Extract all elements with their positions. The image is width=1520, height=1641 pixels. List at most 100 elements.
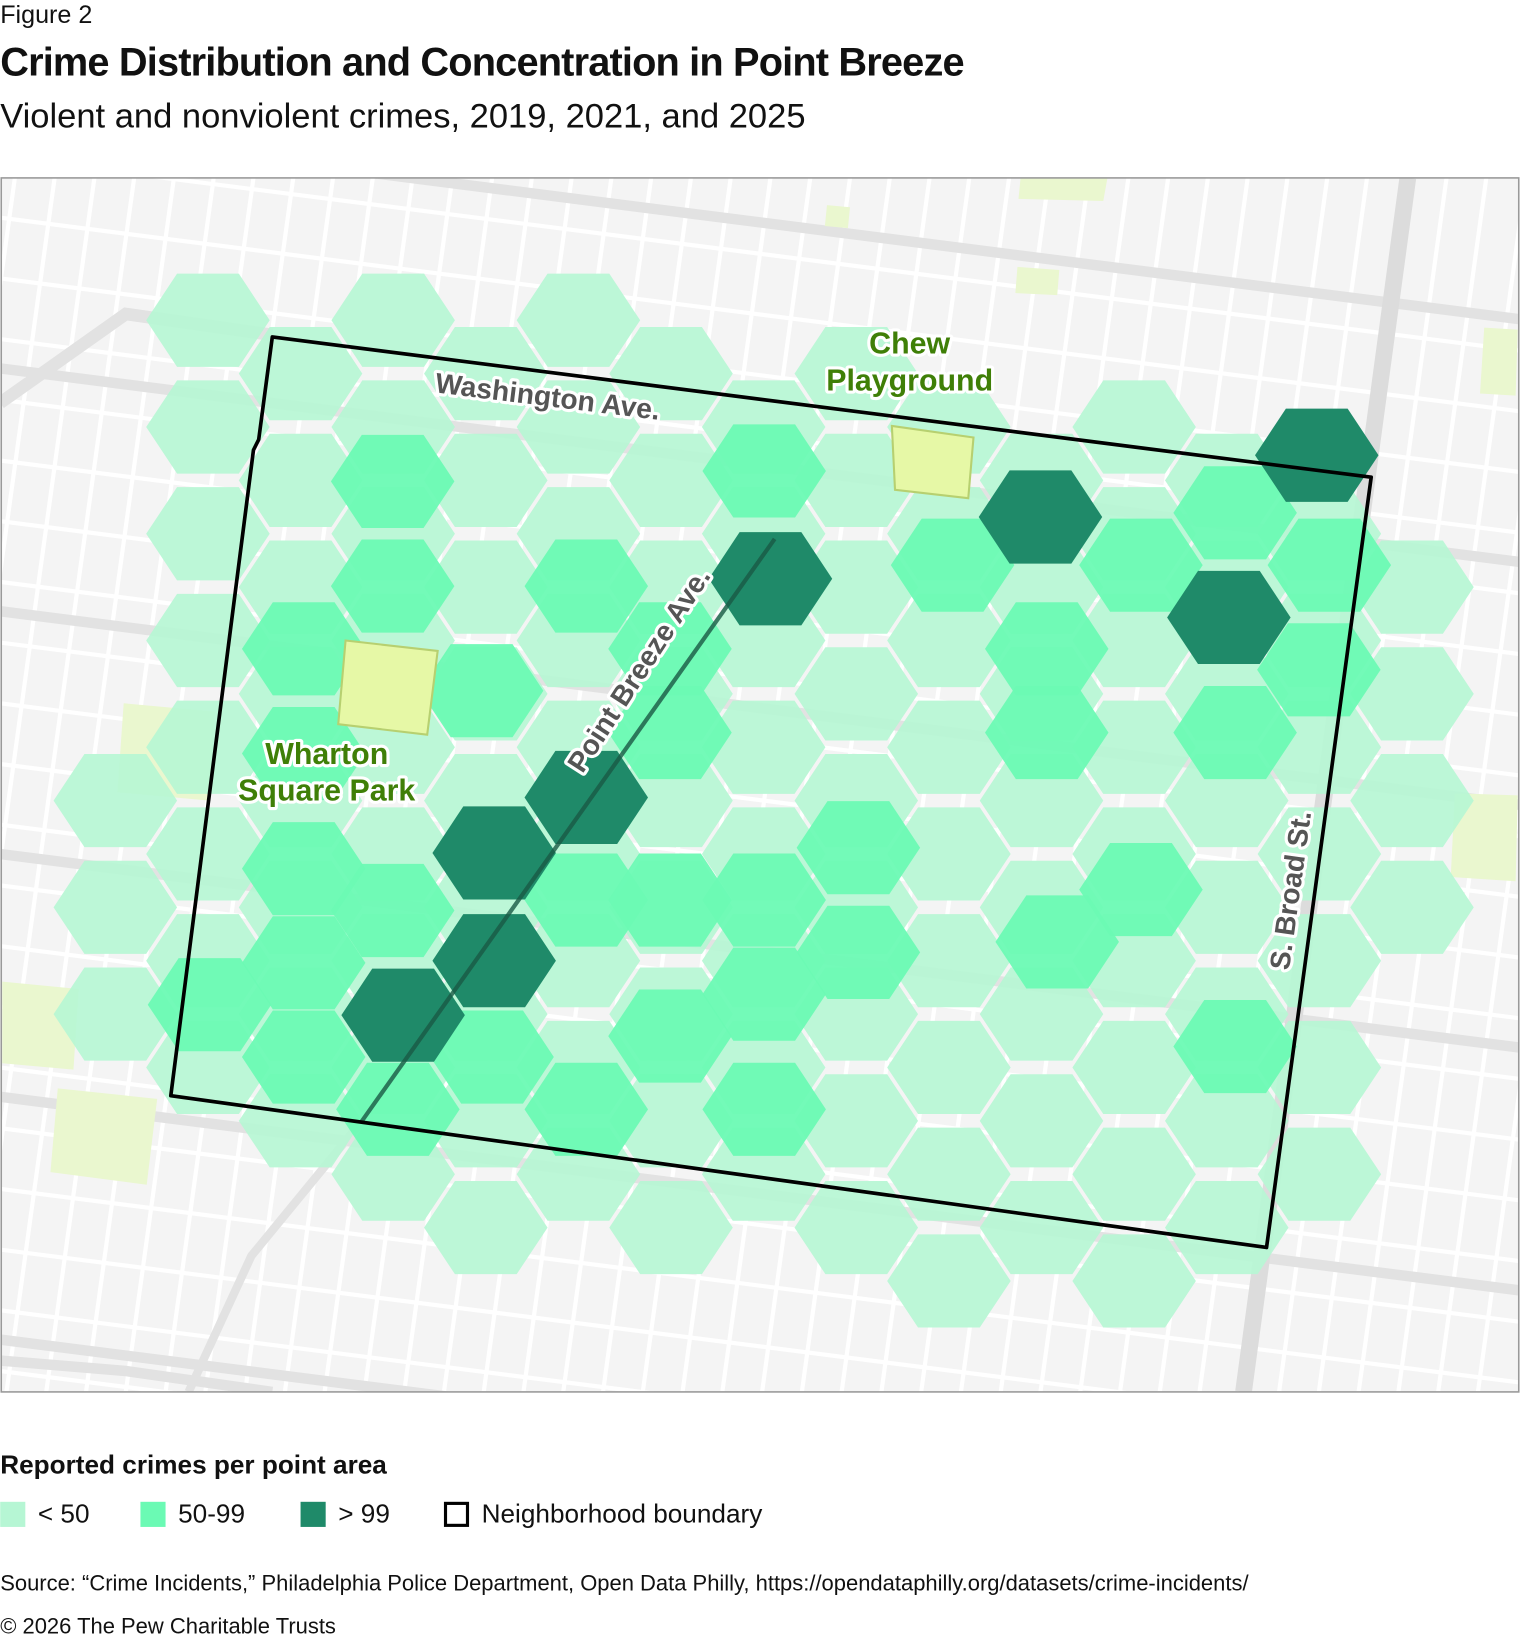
hexbin [1267, 518, 1392, 612]
neighborhood-boundary [168, 335, 1374, 1250]
hexbin [702, 1062, 826, 1156]
point-breeze-ave [359, 537, 777, 1124]
hexbin [341, 968, 465, 1062]
copyright: © 2026 The Pew Charitable Trusts [0, 1614, 336, 1639]
hexbin [887, 807, 1011, 901]
hexbin [985, 602, 1109, 696]
hexbin [1072, 593, 1196, 688]
hexbin [424, 327, 548, 421]
hexbin [1072, 1234, 1196, 1328]
hexbin [1167, 570, 1291, 665]
legend-swatch [443, 1501, 470, 1527]
street [369, 177, 1519, 325]
hexbin [979, 1181, 1104, 1275]
hexbin [146, 593, 270, 688]
legend-label: < 50 [38, 1499, 90, 1529]
hexbin [524, 539, 649, 633]
hexbin [978, 470, 1103, 564]
hexbin [794, 540, 919, 634]
hexbin [1072, 700, 1196, 794]
street [147, 177, 1519, 353]
hexbin [609, 433, 733, 527]
hexbin [424, 1181, 548, 1275]
hexbin [702, 424, 826, 518]
hexbin [330, 434, 455, 528]
street [1436, 792, 1519, 1392]
street [1, 1186, 1519, 1385]
hexbin [516, 380, 641, 474]
hexbin [330, 863, 455, 958]
legend-swatch [300, 1501, 326, 1527]
park-area [2, 981, 79, 1070]
hexbin [702, 947, 826, 1041]
hexbin [241, 706, 366, 801]
source: Source: “Crime Incidents,” Philadelphia … [0, 1571, 1249, 1596]
hexbin [794, 1074, 919, 1168]
hexbin [53, 967, 178, 1061]
park-area [1450, 793, 1518, 882]
hexbin [146, 700, 270, 794]
hexbin [708, 532, 833, 626]
hexbin [609, 1181, 733, 1275]
street [1, 1308, 658, 1392]
hexbin [608, 989, 732, 1083]
hexbin [796, 801, 921, 895]
figure-label: Figure 2 [0, 1, 92, 29]
hexbin [1079, 843, 1203, 937]
map-frame [0, 177, 1520, 1393]
hexbin [1255, 408, 1379, 502]
chew-playground [890, 424, 975, 500]
street [1, 1334, 453, 1392]
hexbin [524, 853, 649, 947]
park-area [1480, 327, 1518, 396]
overlay [168, 335, 1374, 1250]
hexbin [608, 686, 732, 780]
hexbin [430, 1010, 554, 1104]
hexbin [241, 1010, 366, 1104]
hexbin [53, 754, 178, 848]
hexbin [887, 914, 1011, 1008]
hexbin [1072, 1020, 1196, 1115]
hexbin [794, 327, 919, 421]
hexbin [887, 1020, 1011, 1115]
hexbin [524, 750, 649, 845]
hexbin [146, 807, 270, 901]
hexbin [796, 905, 921, 999]
hexbin [146, 380, 270, 474]
park-label: Chew [869, 328, 950, 361]
subtitle: Violent and nonviolent crimes, 2019, 202… [0, 98, 805, 136]
hexbin [794, 433, 919, 527]
legend-label: 50-99 [178, 1499, 245, 1529]
hexbin [432, 806, 556, 900]
hexbin [1173, 999, 1297, 1094]
park-label: Square Park [238, 775, 415, 808]
street [1475, 1080, 1519, 1392]
hexbin [608, 853, 732, 947]
street [1, 1126, 1519, 1324]
hexbin [890, 518, 1015, 612]
hexbin [609, 327, 733, 421]
hexbin [1072, 1127, 1196, 1221]
hexbin [516, 273, 641, 367]
hexbin [238, 433, 363, 527]
hexbin [1079, 518, 1203, 612]
hexbin [1350, 860, 1474, 954]
street [1, 215, 1519, 414]
hexbin [1165, 1181, 1289, 1275]
hexbin [794, 1181, 919, 1275]
hexbin [424, 540, 548, 634]
park-area [50, 1088, 158, 1185]
legend-label: > 99 [338, 1499, 390, 1529]
hexbin [524, 1062, 649, 1156]
street [1, 1247, 1134, 1392]
legend-label: Neighborhood boundary [482, 1499, 764, 1529]
park-area [1018, 177, 1108, 201]
legend-swatch [140, 1501, 166, 1527]
hexbin [1350, 754, 1474, 848]
park-area [1015, 266, 1060, 296]
hexbin [424, 433, 548, 527]
hexbin [241, 916, 366, 1010]
hexbins [53, 273, 1474, 1328]
hexbin [53, 860, 178, 954]
